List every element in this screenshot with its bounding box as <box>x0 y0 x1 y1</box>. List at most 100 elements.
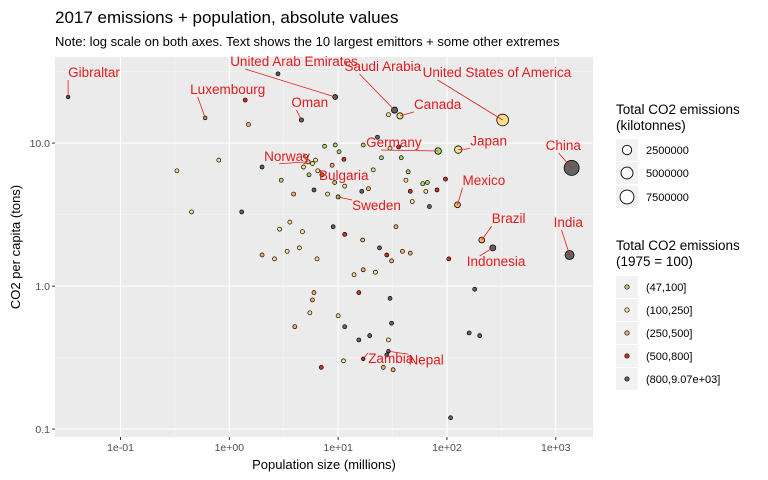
chart-subtitle: Note: log scale on both axes. Text shows… <box>55 34 560 49</box>
x-tick-label: 1e+01 <box>323 442 353 454</box>
data-point <box>318 365 324 370</box>
point-label: Saudi Arabia <box>345 59 422 74</box>
data-point <box>287 219 293 225</box>
label-leader <box>320 169 323 175</box>
point-label: Nepal <box>408 352 443 367</box>
data-point <box>398 155 404 161</box>
size-legend-key <box>620 166 634 180</box>
data-point <box>341 156 347 162</box>
x-tick-label: 1e+02 <box>432 442 462 454</box>
data-point <box>367 333 373 339</box>
color-legend-title: Total CO2 emissions (1975 = 100) <box>616 238 740 269</box>
point-label: Zambia <box>368 351 414 366</box>
x-tick-label: 1e+03 <box>541 442 571 454</box>
data-point <box>423 188 429 194</box>
data-point <box>387 296 393 301</box>
point-label: Brazil <box>492 211 526 226</box>
data-point <box>373 269 378 275</box>
data-point <box>174 168 180 174</box>
data-point <box>329 162 335 168</box>
data-point <box>377 245 382 251</box>
color-legend-key <box>624 330 630 336</box>
data-point <box>407 250 413 256</box>
data-point <box>216 157 222 163</box>
data-point <box>384 352 390 358</box>
data-point <box>272 256 277 262</box>
label-leader <box>279 161 309 165</box>
data-point <box>278 177 284 183</box>
size-legend-key <box>621 144 633 156</box>
point-label: Canada <box>414 97 462 112</box>
label-leader <box>245 68 336 98</box>
data-point <box>246 122 251 127</box>
point-label: Mexico <box>462 173 505 188</box>
point-label: Oman <box>291 95 328 110</box>
y-tick-label: 10.0 <box>30 138 51 150</box>
data-point <box>310 297 315 303</box>
point-label: Sweden <box>352 198 401 213</box>
data-point <box>342 324 348 330</box>
label-leader <box>296 109 302 121</box>
label-leader <box>362 352 369 360</box>
data-point <box>446 256 452 262</box>
data-point <box>342 183 348 189</box>
data-point <box>356 337 362 343</box>
data-point <box>332 180 338 185</box>
y-axis-title: CO2 per capita (tons) <box>8 185 23 309</box>
data-point <box>356 290 362 295</box>
data-point <box>296 245 302 251</box>
point-label: Japan <box>470 134 507 149</box>
data-point <box>335 313 341 319</box>
point-label: United States of America <box>423 65 572 80</box>
data-point <box>407 188 413 194</box>
data-point <box>405 169 411 175</box>
data-point <box>341 358 346 364</box>
data-point <box>336 149 342 155</box>
color-legend-key <box>624 307 630 313</box>
y-tick-label: 1.0 <box>35 281 50 293</box>
label-leader <box>458 148 471 151</box>
data-point <box>330 224 336 230</box>
data-point <box>189 209 194 215</box>
label-leader <box>338 196 353 201</box>
point-label: Gibraltar <box>68 65 120 80</box>
label-leader <box>558 152 572 169</box>
data-point <box>403 177 409 183</box>
data-point <box>386 337 391 343</box>
color-legend-label: (47,100] <box>646 282 686 294</box>
size-legend-label: 2500000 <box>646 145 689 157</box>
label-leader <box>481 225 493 241</box>
data-point <box>284 248 290 254</box>
data-point <box>342 232 348 237</box>
data-point <box>259 164 265 170</box>
y-tick-label: 0.1 <box>35 424 50 436</box>
data-point <box>360 142 366 148</box>
size-legend-label: 5000000 <box>646 168 689 180</box>
data-point <box>434 187 440 193</box>
data-point <box>393 224 399 230</box>
data-point <box>351 272 357 278</box>
point-label: United Arab Emirates <box>230 54 358 69</box>
label-leader <box>457 187 463 205</box>
size-legend-label: 7500000 <box>646 192 689 204</box>
x-tick-label: 1e-01 <box>107 442 134 454</box>
data-point <box>275 71 281 77</box>
x-tick-label: 1e+00 <box>215 442 245 454</box>
data-point <box>389 320 394 326</box>
data-point <box>311 290 317 295</box>
data-point <box>396 144 402 150</box>
data-point <box>360 237 365 243</box>
data-point <box>420 181 426 187</box>
data-point <box>477 333 483 339</box>
data-point <box>424 180 430 185</box>
data-point <box>360 267 366 273</box>
data-point-indonesia <box>489 244 497 252</box>
data-point <box>291 191 296 197</box>
data-point <box>389 258 394 264</box>
point-label: Norway <box>264 149 310 164</box>
label-leader <box>437 79 503 121</box>
point-label: Indonesia <box>467 254 526 269</box>
point-label: Luxembourg <box>190 82 265 97</box>
data-point <box>301 164 306 170</box>
